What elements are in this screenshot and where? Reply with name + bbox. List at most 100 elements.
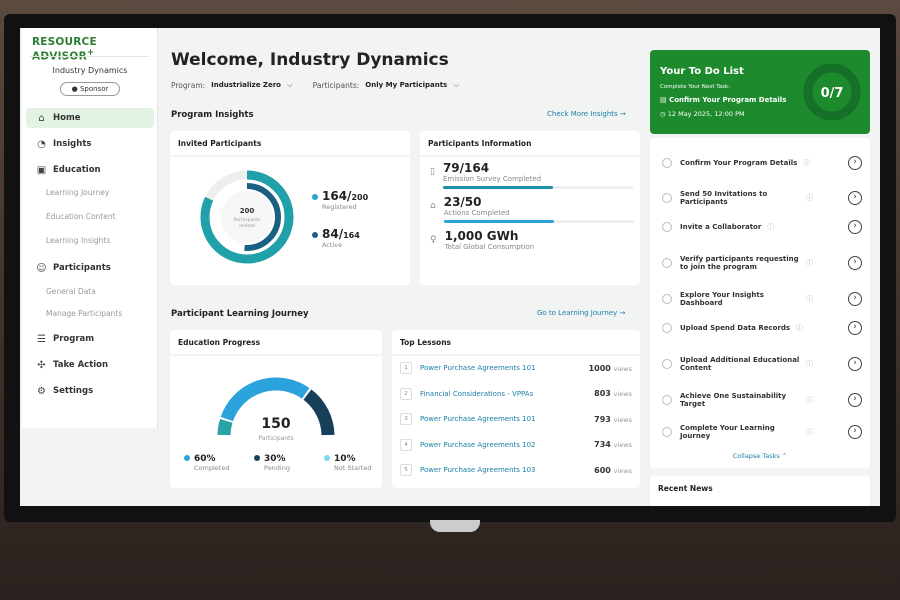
chevron-right-icon[interactable]: ›	[848, 156, 862, 170]
info-icon[interactable]: ⓘ	[806, 396, 813, 404]
info-icon[interactable]: ⓘ	[767, 223, 775, 231]
card-title: Participants Information	[420, 131, 640, 157]
chevron-down-icon[interactable]: ⌵	[286, 80, 293, 89]
lesson-link[interactable]: Power Purchase Agreements 101	[420, 364, 536, 372]
lesson-link[interactable]: Power Purchase Agreements 102	[420, 440, 536, 449]
logo: RESOURCE ADVISOR+	[32, 36, 97, 63]
sidebar-item-participants[interactable]: ☺ Participants	[26, 258, 154, 278]
todo-item[interactable]: Upload Spend Data Records ⓘ ›	[662, 321, 862, 335]
sidebar-item-take-action[interactable]: ✣ Take Action	[26, 355, 154, 375]
info-icon[interactable]: ⓘ	[806, 428, 813, 436]
sidebar-subitem[interactable]: General Data	[46, 287, 96, 296]
lesson-rank: 5	[400, 464, 412, 476]
checkbox[interactable]	[662, 323, 672, 333]
sidebar-item-program[interactable]: ☰ Program	[26, 329, 154, 349]
sidebar-item-label: Participants	[53, 263, 111, 273]
info-icon[interactable]: ⓘ	[806, 194, 813, 202]
collapse-tasks-button[interactable]: Collapse Tasks ⌃	[732, 452, 788, 460]
checkbox[interactable]	[662, 222, 672, 232]
todo-item[interactable]: Verify participants requesting to join t…	[662, 255, 862, 271]
news-title: Recent News	[658, 484, 713, 493]
chevron-right-icon[interactable]: ›	[848, 393, 862, 407]
sidebar-subitem[interactable]: Learning Journey	[46, 188, 110, 197]
education-progress-card: Education Progress 150 Participants 60% C…	[170, 330, 382, 488]
todo-item[interactable]: Send 50 Invitations to Participants ⓘ ›	[662, 190, 862, 206]
info-value: 23/50	[443, 195, 482, 209]
center-label: Invited	[239, 223, 255, 229]
checkbox[interactable]	[662, 359, 672, 369]
lesson-views: 1000 views	[588, 363, 632, 373]
program-label: Program:	[171, 80, 206, 90]
check-more-insights-link[interactable]: Check More Insights →	[547, 110, 626, 118]
chevron-right-icon[interactable]: ›	[848, 425, 862, 439]
lesson-row[interactable]: 3 Power Purchase Agreements 101 793 views	[400, 413, 632, 425]
lesson-link[interactable]: Power Purchase Agreements 101	[420, 415, 536, 423]
checkbox[interactable]	[662, 395, 672, 405]
active-arc	[213, 183, 281, 251]
gear-icon: ⚙	[37, 385, 46, 397]
lesson-rank: 3	[400, 413, 412, 425]
sidebar-subitem[interactable]: Education Content	[46, 212, 116, 221]
todo-item[interactable]: Complete Your Learning Journey ⓘ ›	[662, 424, 862, 440]
checkbox[interactable]	[662, 294, 672, 304]
sidebar-subitem[interactable]: Manage Participants	[46, 309, 123, 318]
checkbox[interactable]	[662, 427, 672, 437]
sidebar-item-insights[interactable]: ◔ Insights	[26, 134, 154, 154]
checkbox[interactable]	[662, 158, 672, 168]
lesson-views: 803 views	[594, 389, 632, 398]
info-value: 1,000 GWh	[444, 229, 519, 243]
role-badge[interactable]: ● Sponsor	[60, 82, 120, 96]
todo-header: Your To Do List Complete Your Next Task:…	[650, 50, 870, 134]
lesson-row[interactable]: 4 Power Purchase Agreements 102 734 views	[400, 438, 632, 451]
go-to-learning-journey-link[interactable]: Go to Learning Journey →	[537, 309, 626, 317]
lesson-rank: 4	[400, 438, 412, 451]
card-title: Invited Participants	[170, 131, 410, 157]
todo-item[interactable]: Achieve One Sustainability Target ⓘ ›	[662, 392, 862, 408]
gauge-value: 150	[261, 416, 290, 432]
info-icon[interactable]: ⓘ	[806, 259, 813, 267]
todo-progress-ring: 0/7	[803, 63, 861, 121]
lesson-row[interactable]: 2 Financial Considerations - VPPAs 803 vie…	[400, 387, 632, 400]
section-title: Program Insights	[171, 110, 254, 120]
info-icon[interactable]: ⓘ	[796, 324, 804, 332]
house-icon: ⌂	[430, 201, 436, 211]
next-task-link[interactable]: ▤ Confirm Your Program Details	[660, 96, 787, 104]
sidebar-item-settings[interactable]: ⚙ Settings	[26, 381, 154, 401]
checkbox[interactable]	[662, 258, 672, 268]
lesson-row[interactable]: 1 Power Purchase Agreements 101 1000 views	[400, 362, 632, 374]
chevron-right-icon[interactable]: ›	[848, 191, 862, 205]
chevron-right-icon[interactable]: ›	[848, 220, 862, 234]
info-icon[interactable]: ⓘ	[803, 159, 811, 167]
lesson-link[interactable]: Financial Considerations - VPPAs	[420, 389, 534, 398]
todo-count: 0/7	[821, 86, 844, 101]
clipboard-icon: ▯	[430, 167, 435, 177]
divider	[30, 56, 149, 57]
chevron-right-icon[interactable]: ›	[848, 357, 862, 371]
lesson-link[interactable]: Power Purchase Agreements 103	[420, 466, 536, 474]
invited-participants-card: Invited Participants 200 Participants In…	[170, 131, 410, 285]
sidebar-item-label: Insights	[53, 139, 92, 149]
todo-item[interactable]: Explore Your Insights Dashboard ⓘ ›	[662, 291, 862, 307]
list-icon: ☰	[37, 333, 46, 345]
info-row: ▯ 79/164 Emission Survey Completed	[430, 161, 633, 189]
todo-item[interactable]: Confirm Your Program Details ⓘ ›	[662, 156, 862, 170]
chevron-down-icon[interactable]: ⌵	[453, 80, 459, 89]
sidebar-item-home[interactable]: ⌂ Home	[26, 108, 154, 128]
checkbox[interactable]	[662, 193, 672, 203]
info-icon[interactable]: ⓘ	[806, 295, 813, 303]
info-value: 79/164	[442, 161, 490, 175]
sidebar-item-education[interactable]: ▣ Education	[26, 160, 154, 180]
lesson-row[interactable]: 5 Power Purchase Agreements 103 600 views	[400, 464, 632, 476]
program-select[interactable]: Industrialize Zero	[211, 81, 281, 89]
participants-select[interactable]: Only My Participants	[365, 81, 448, 89]
sidebar-subitem[interactable]: Learning Insights	[46, 236, 111, 245]
todo-item[interactable]: Invite a Collaborator ⓘ ›	[662, 220, 862, 234]
todo-item[interactable]: Upload Additional Educational Content ⓘ ›	[662, 356, 862, 372]
sidebar-item-label: Education	[53, 165, 101, 175]
chevron-right-icon[interactable]: ›	[848, 256, 862, 270]
chevron-right-icon[interactable]: ›	[848, 321, 862, 335]
chevron-right-icon[interactable]: ›	[848, 292, 862, 306]
registered-arc	[200, 170, 294, 264]
progress-bar	[443, 220, 634, 223]
info-icon[interactable]: ⓘ	[806, 360, 813, 368]
